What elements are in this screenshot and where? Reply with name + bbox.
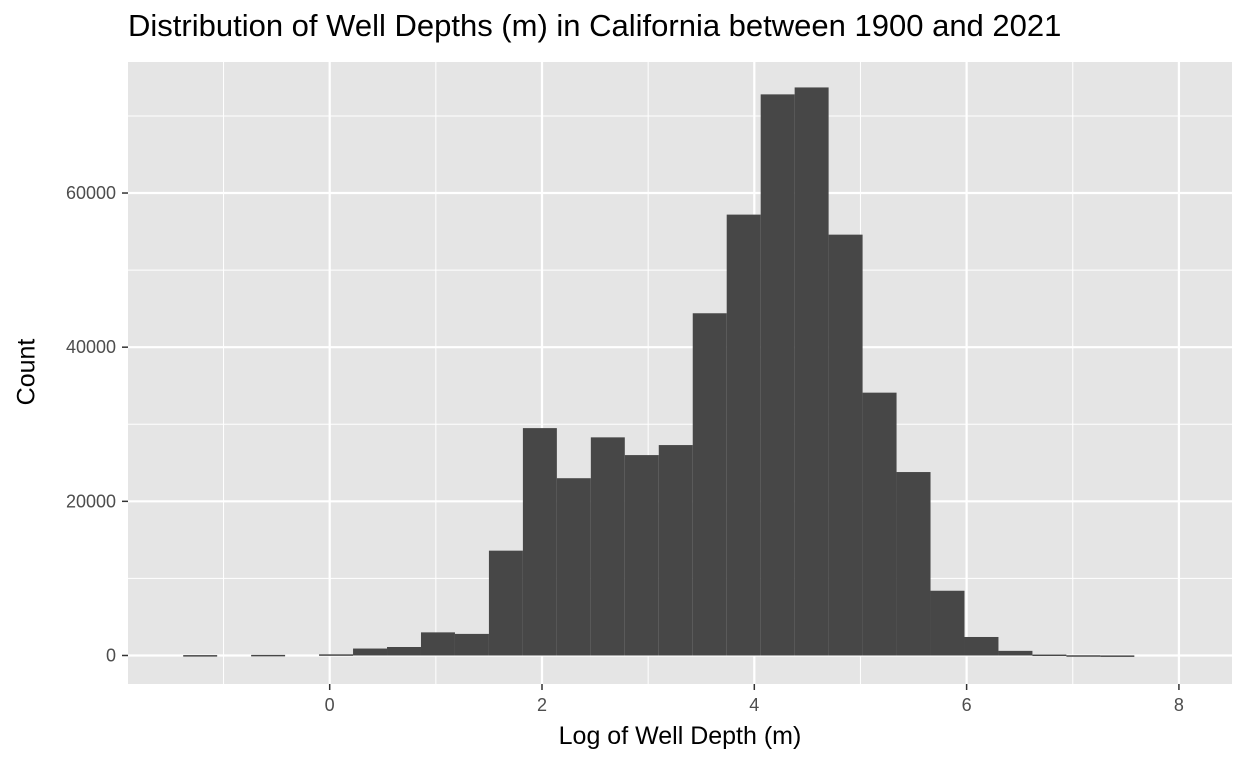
histogram-bar <box>760 94 795 656</box>
histogram-bar <box>454 633 489 656</box>
histogram-bar <box>828 234 863 656</box>
histogram-bar <box>658 445 693 656</box>
histogram-bar <box>624 455 659 656</box>
histogram-bar <box>862 392 897 656</box>
histogram-bar <box>896 472 931 656</box>
y-tick-label: 0 <box>106 645 116 665</box>
histogram-bar <box>387 647 421 656</box>
histogram-bar <box>726 214 761 656</box>
y-tick-label: 40000 <box>66 337 116 357</box>
histogram-bar <box>420 632 455 656</box>
histogram-bar <box>522 428 557 656</box>
histogram-bar <box>1032 654 1067 657</box>
x-axis-label: Log of Well Depth (m) <box>558 722 802 750</box>
histogram-bar <box>930 590 965 656</box>
histogram-bar <box>692 313 727 656</box>
x-tick-label: 4 <box>749 695 759 715</box>
histogram-bar <box>590 437 625 656</box>
y-tick-label: 60000 <box>66 183 116 203</box>
y-tick-label: 20000 <box>66 491 116 511</box>
chart-title: Distribution of Well Depths (m) in Calif… <box>128 8 1062 43</box>
histogram-bar <box>556 478 591 656</box>
histogram-bar <box>964 636 999 656</box>
histogram-bar <box>183 655 218 657</box>
histogram-bar <box>319 654 354 656</box>
histogram-bar <box>251 654 286 657</box>
x-tick-label: 8 <box>1174 695 1184 715</box>
histogram-bar <box>353 648 388 656</box>
x-tick-label: 6 <box>962 695 972 715</box>
histogram-bar <box>488 550 523 656</box>
histogram-bar <box>1066 655 1101 657</box>
axes: 0 2 4 6 8 0 20000 40000 60000 <box>66 183 1184 715</box>
histogram-bar <box>794 87 829 656</box>
x-tick-label: 0 <box>325 695 335 715</box>
histogram-bar <box>998 650 1033 656</box>
histogram-bars <box>183 87 1135 657</box>
histogram-bar <box>1100 655 1135 657</box>
x-tick-label: 2 <box>537 695 547 715</box>
